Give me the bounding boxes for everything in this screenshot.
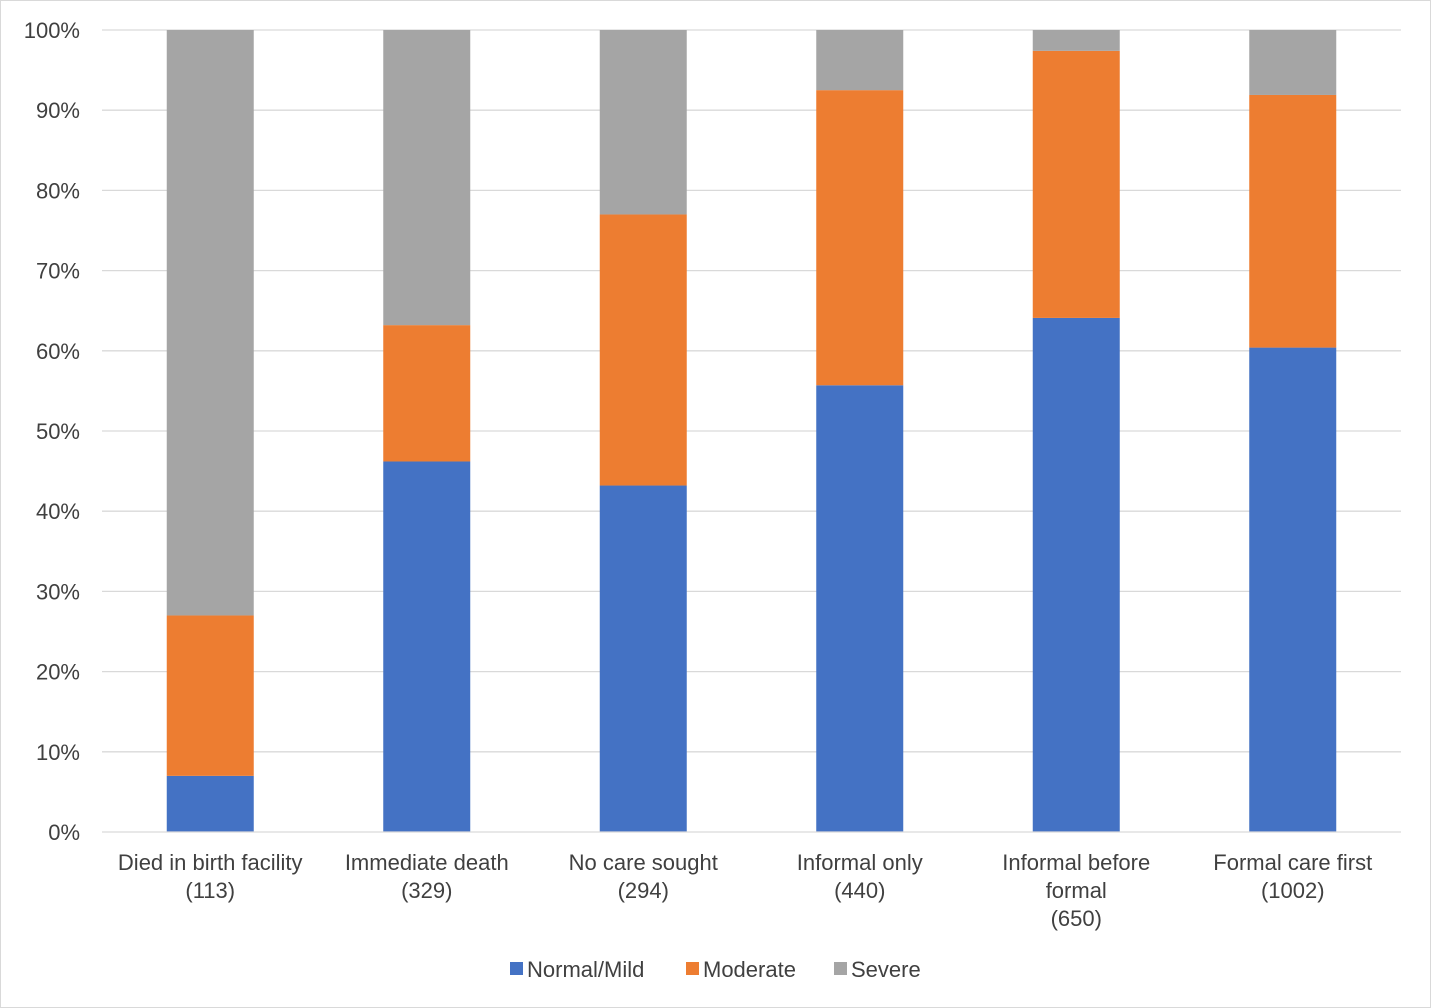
y-tick-label: 90% bbox=[36, 98, 80, 123]
bar-segment-normal-mild bbox=[166, 775, 254, 832]
bar-segment-normal-mild bbox=[383, 461, 471, 832]
y-tick-label: 30% bbox=[36, 579, 80, 604]
legend: Normal/Mild Moderate Severe bbox=[510, 957, 921, 982]
legend-swatch bbox=[834, 962, 847, 975]
bar-segment-severe bbox=[599, 30, 687, 215]
x-category-label: Formal care first (1002) bbox=[1213, 850, 1372, 903]
bar-segment-severe bbox=[166, 30, 254, 616]
x-category-label: No care sought (294) bbox=[569, 850, 718, 903]
bar-segment-moderate bbox=[1249, 94, 1337, 348]
bar-segment-normal-mild bbox=[1249, 347, 1337, 832]
bar-segment-normal-mild bbox=[816, 385, 904, 832]
x-category-label: Immediate death (329) bbox=[345, 850, 509, 903]
legend-label: Moderate bbox=[703, 957, 796, 982]
legend-label: Normal/Mild bbox=[527, 957, 644, 982]
legend-swatch bbox=[686, 962, 699, 975]
x-category-label: Informal only (440) bbox=[797, 850, 923, 903]
bar-segment-moderate bbox=[166, 615, 254, 776]
y-tick-label: 20% bbox=[36, 660, 80, 685]
bar-segment-normal-mild bbox=[1032, 317, 1120, 833]
bar-segment-moderate bbox=[383, 325, 471, 462]
y-tick-label: 0% bbox=[48, 820, 80, 845]
y-tick-label: 80% bbox=[36, 178, 80, 203]
y-tick-label: 100% bbox=[24, 18, 80, 43]
y-tick-label: 50% bbox=[36, 419, 80, 444]
y-tick-label: 70% bbox=[36, 259, 80, 284]
gridlines bbox=[102, 29, 1401, 753]
legend-swatch bbox=[510, 962, 523, 975]
bar-segment-severe bbox=[1249, 30, 1337, 95]
bar-segment-normal-mild bbox=[599, 485, 687, 832]
x-category-label: Died in birth facility (113) bbox=[118, 850, 303, 903]
y-tick-label: 60% bbox=[36, 339, 80, 364]
y-tick-label: 40% bbox=[36, 499, 80, 524]
bar-segment-moderate bbox=[599, 214, 687, 486]
bar-segment-moderate bbox=[816, 90, 904, 386]
y-tick-label: 10% bbox=[36, 740, 80, 765]
bar-segment-severe bbox=[383, 30, 471, 326]
x-category-label: Informal before formal (650) bbox=[1002, 850, 1150, 931]
bar-segment-severe bbox=[1032, 30, 1120, 51]
y-axis: 0% 10% 20% 30% 40% 50% 60% 70% 80% 90% 100% bbox=[24, 18, 80, 845]
bars bbox=[166, 30, 1337, 833]
bar-segment-severe bbox=[816, 30, 904, 91]
x-axis-labels: Died in birth facility (113) Immediate dea… bbox=[118, 850, 1372, 931]
bar-segment-moderate bbox=[1032, 50, 1120, 318]
legend-label: Severe bbox=[851, 957, 921, 982]
